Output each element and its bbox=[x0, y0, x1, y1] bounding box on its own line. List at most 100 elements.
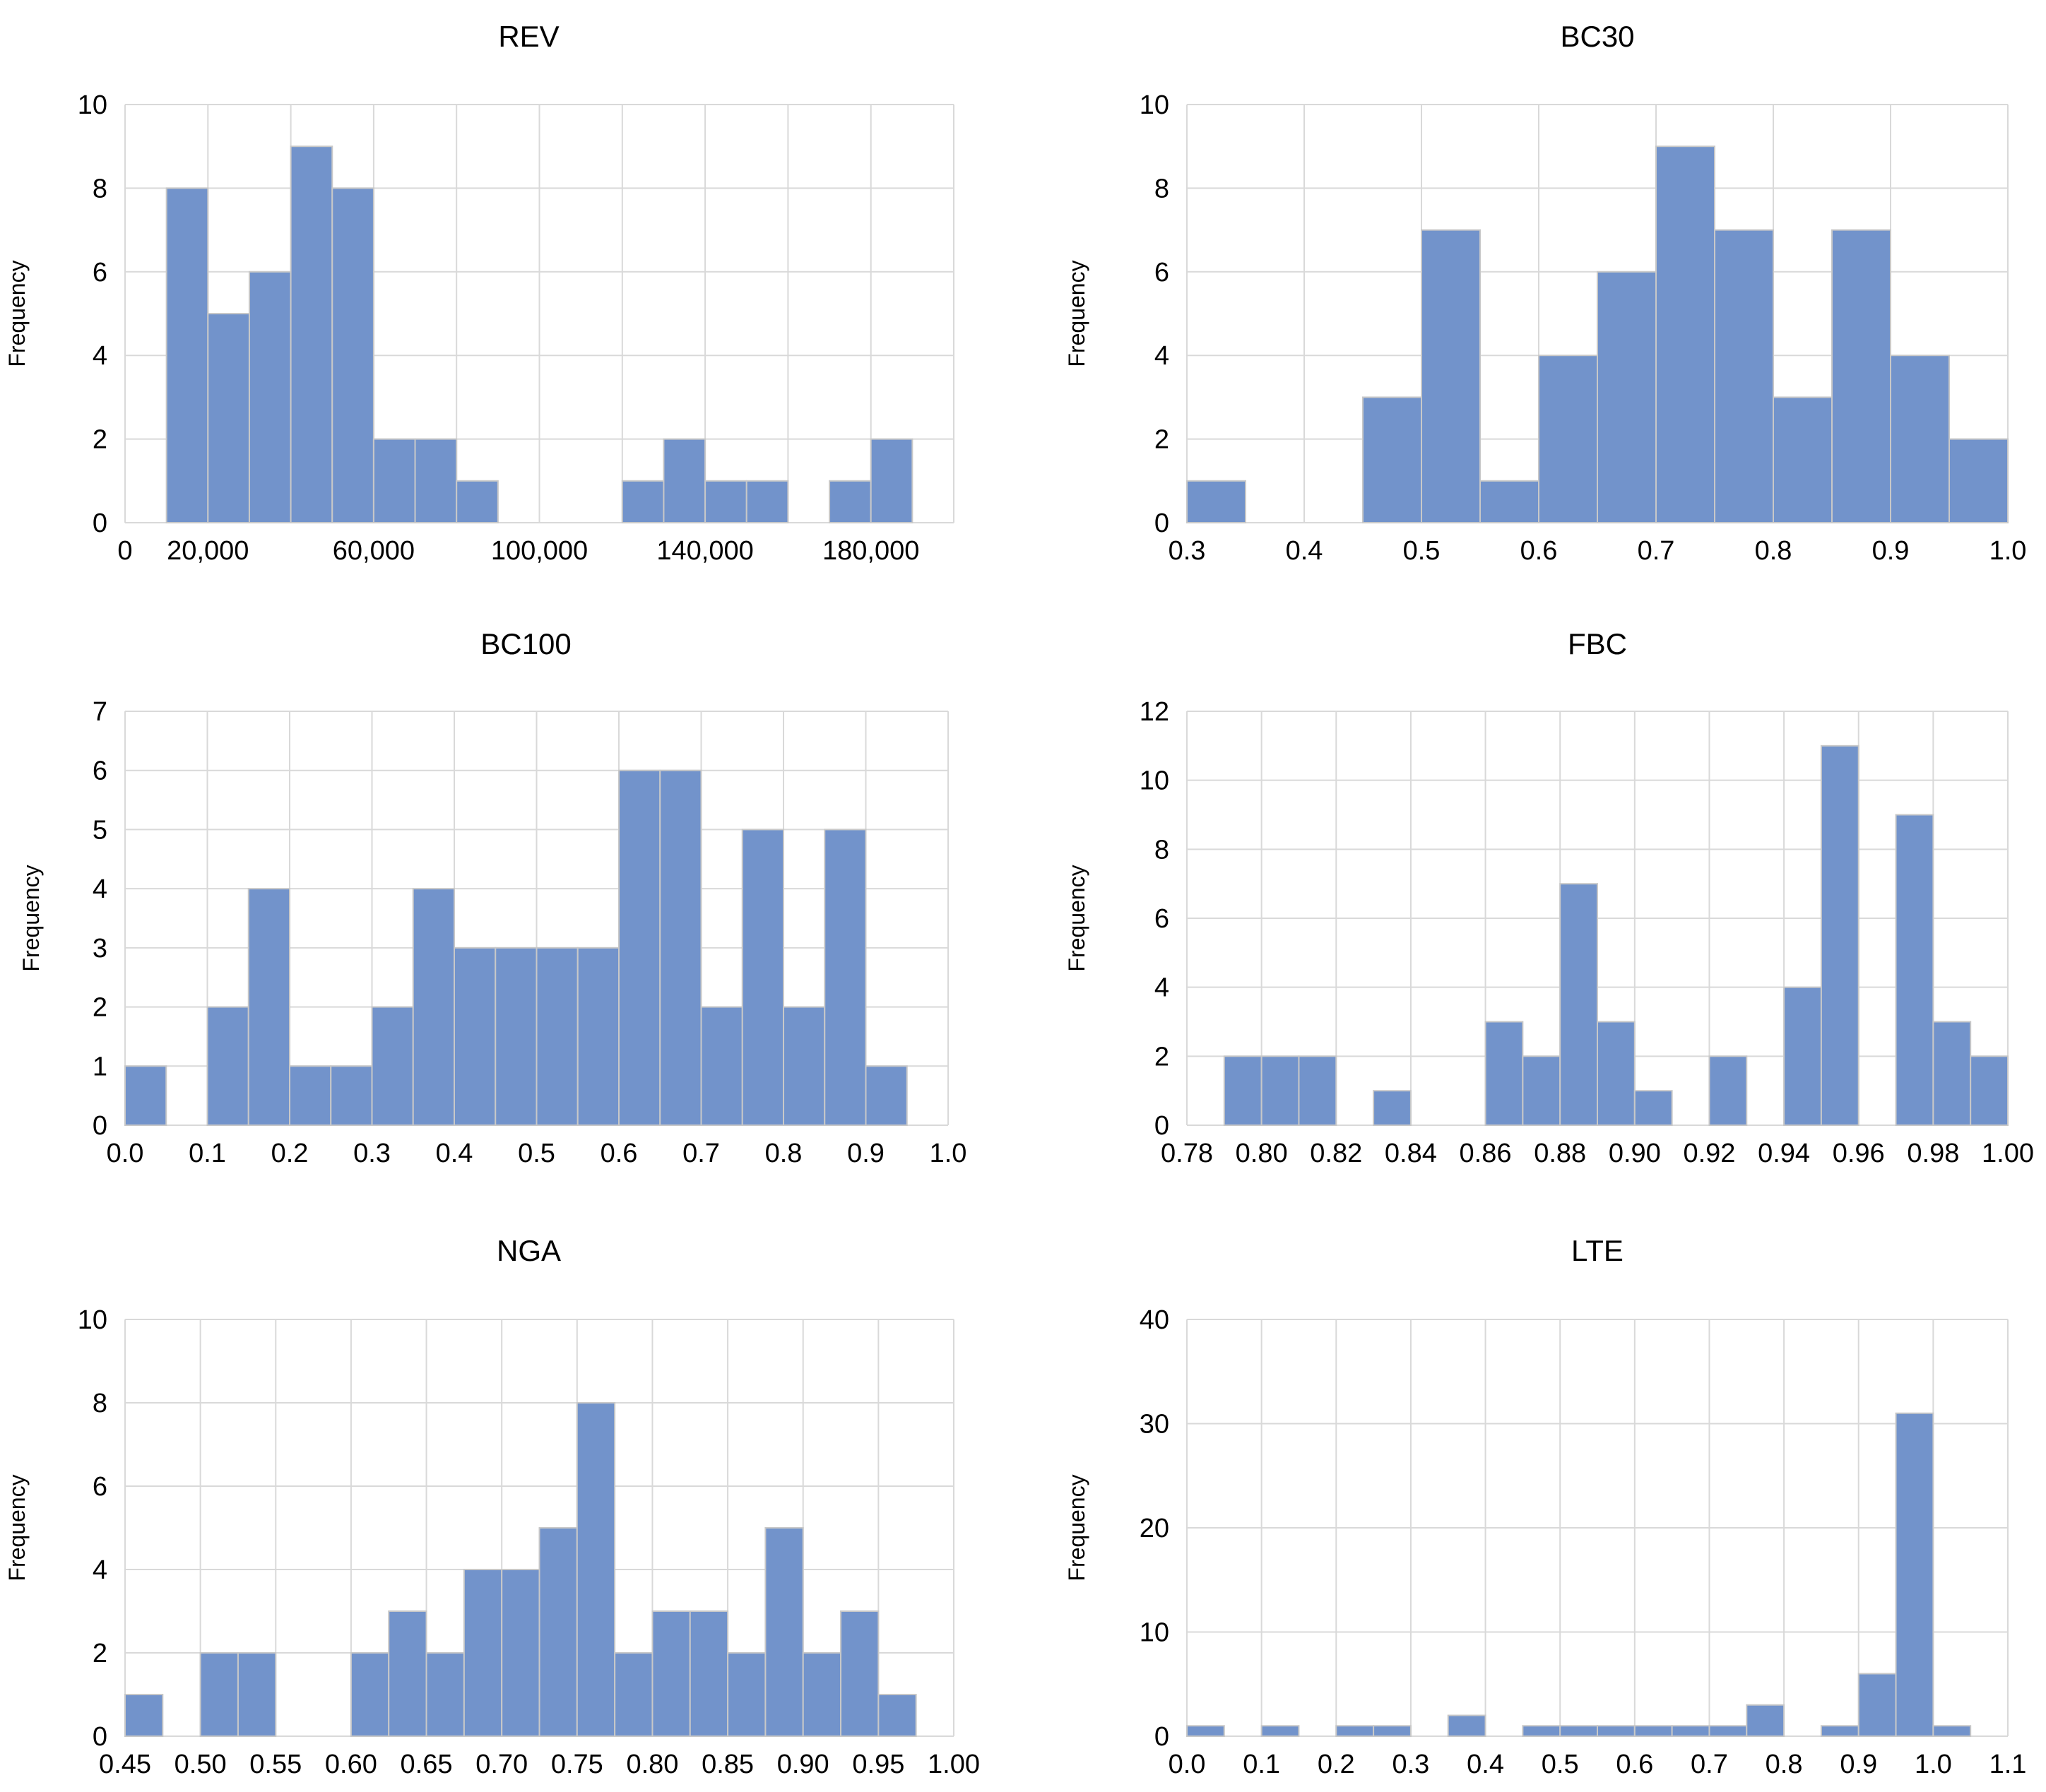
x-tick-label: 0.94 bbox=[1758, 1139, 1810, 1168]
x-tick-label: 100,000 bbox=[491, 536, 588, 566]
chart-panel-lte: 0 10 20 30 40 0.0 0.1 0.2 0.3 0.4 0.5 0.6 0.7 0.8 0.9 1… bbox=[1064, 1234, 2026, 1779]
histogram-bar bbox=[1708, 1725, 1748, 1737]
x-tick-label: 0.3 bbox=[353, 1139, 391, 1168]
histogram-bar bbox=[371, 1006, 414, 1126]
y-tick-label: 0 bbox=[1154, 509, 1169, 538]
histogram-bar bbox=[700, 1006, 743, 1126]
y-axis-label: Frequency bbox=[4, 260, 30, 367]
histogram-bar bbox=[414, 438, 458, 523]
histogram-bar bbox=[289, 1065, 332, 1127]
histogram-bar bbox=[199, 1652, 239, 1737]
y-tick-label: 8 bbox=[93, 174, 107, 203]
x-tick-label: 0 bbox=[117, 536, 132, 566]
histogram-bar bbox=[1186, 480, 1246, 523]
x-tick-label: 0.1 bbox=[189, 1139, 226, 1168]
histogram-bar bbox=[783, 1006, 826, 1126]
y-tick-label: 5 bbox=[93, 815, 107, 845]
y-tick-label: 2 bbox=[1154, 1042, 1169, 1072]
histogram-bar bbox=[824, 829, 867, 1127]
chart-panel-rev: 0 2 4 6 8 10 0 20,000 60,000 100,000 140,000 180,00… bbox=[4, 20, 954, 566]
histogram-bar bbox=[1857, 1673, 1897, 1737]
chart-title: BC100 bbox=[480, 627, 571, 660]
histogram-bar bbox=[1773, 396, 1833, 524]
histogram-bar bbox=[372, 438, 416, 523]
y-tick-label: 6 bbox=[93, 756, 107, 786]
x-tick-label: 0.5 bbox=[1403, 536, 1441, 566]
histogram-bar bbox=[1335, 1725, 1375, 1737]
x-tick-label: 0.5 bbox=[518, 1139, 555, 1168]
histogram-bar bbox=[840, 1610, 880, 1737]
x-tick-label: 0.9 bbox=[1872, 536, 1910, 566]
y-axis-label: Frequency bbox=[18, 865, 44, 971]
histogram-bar bbox=[331, 187, 374, 523]
x-tick-label: 20,000 bbox=[167, 536, 249, 566]
x-tick-label: 0.86 bbox=[1460, 1139, 1512, 1168]
y-tick-label: 10 bbox=[1140, 90, 1169, 120]
chart-panel-bc100: 0 1 2 3 4 5 6 7 0.0 0.1 0.2 0.3 0.4 0.5 0.6 0.7 0.8 0.9 1.… bbox=[18, 627, 966, 1168]
x-tick-label: 0.84 bbox=[1385, 1139, 1437, 1168]
x-tick-label: 0.8 bbox=[1766, 1750, 1803, 1779]
y-tick-label: 8 bbox=[93, 1389, 107, 1418]
chart-title: BC30 bbox=[1560, 20, 1634, 53]
y-tick-label: 0 bbox=[1154, 1722, 1169, 1752]
histogram-bar bbox=[412, 888, 455, 1126]
x-tick-label: 0.90 bbox=[1609, 1139, 1661, 1168]
histogram-bar bbox=[1362, 396, 1422, 524]
y-tick-label: 2 bbox=[93, 993, 107, 1023]
x-tick-label: 0.7 bbox=[682, 1139, 720, 1168]
histogram-bar bbox=[247, 888, 290, 1126]
y-tick-label: 8 bbox=[1154, 835, 1169, 865]
histogram-bar bbox=[741, 829, 784, 1127]
x-tick-label: 0.95 bbox=[852, 1750, 904, 1779]
histogram-bar bbox=[124, 1694, 164, 1737]
y-tick-label: 8 bbox=[1154, 174, 1169, 203]
x-tick-label: 1.0 bbox=[1915, 1750, 1952, 1779]
y-axis-label: Frequency bbox=[4, 1474, 30, 1581]
histogram-bar bbox=[870, 438, 913, 523]
x-tick-label: 0.70 bbox=[475, 1750, 528, 1779]
x-tick-label: 60,000 bbox=[333, 536, 415, 566]
x-tick-label: 0.8 bbox=[765, 1139, 803, 1168]
histogram-bar bbox=[745, 480, 789, 523]
x-tick-label: 0.75 bbox=[551, 1750, 603, 1779]
histogram-bar bbox=[330, 1065, 373, 1127]
x-tick-label: 0.50 bbox=[175, 1750, 227, 1779]
x-tick-label: 1.00 bbox=[1982, 1139, 2034, 1168]
x-tick-label: 0.3 bbox=[1169, 536, 1206, 566]
y-tick-label: 3 bbox=[93, 934, 107, 963]
histogram-bar bbox=[618, 769, 661, 1126]
x-tick-label: 140,000 bbox=[656, 536, 753, 566]
y-tick-label: 1 bbox=[93, 1052, 107, 1081]
x-tick-label: 0.7 bbox=[1691, 1750, 1728, 1779]
y-tick-label: 6 bbox=[93, 258, 107, 287]
y-tick-label: 6 bbox=[93, 1472, 107, 1502]
histogram-bar bbox=[1949, 438, 2009, 523]
x-tick-label: 0.60 bbox=[325, 1750, 377, 1779]
histogram-bar bbox=[538, 1527, 578, 1737]
x-tick-label: 0.88 bbox=[1534, 1139, 1586, 1168]
x-tick-label: 0.6 bbox=[1616, 1750, 1653, 1779]
histogram-bar bbox=[1479, 480, 1539, 523]
histogram-bar bbox=[290, 146, 333, 523]
y-tick-label: 6 bbox=[1154, 258, 1169, 287]
histogram-bar bbox=[1746, 1704, 1785, 1737]
histogram-bar bbox=[454, 947, 497, 1127]
histogram-bar bbox=[1447, 1714, 1486, 1737]
histogram-bar bbox=[1373, 1090, 1412, 1126]
histogram-bar bbox=[1831, 229, 1891, 523]
x-tick-label: 0.3 bbox=[1392, 1750, 1429, 1779]
histogram-bar bbox=[1895, 1412, 1934, 1737]
histogram-bar bbox=[237, 1652, 277, 1737]
y-tick-label: 12 bbox=[1140, 697, 1169, 727]
x-tick-label: 0.80 bbox=[1236, 1139, 1288, 1168]
histogram-bar bbox=[621, 480, 665, 523]
y-tick-label: 10 bbox=[78, 90, 107, 120]
y-axis-label: Frequency bbox=[1064, 1474, 1089, 1581]
histogram-bar bbox=[764, 1527, 804, 1737]
x-tick-label: 0.9 bbox=[847, 1139, 885, 1168]
x-tick-label: 0.96 bbox=[1833, 1139, 1885, 1168]
histogram-bar bbox=[651, 1610, 691, 1737]
x-tick-label: 0.90 bbox=[777, 1750, 829, 1779]
x-tick-label: 0.7 bbox=[1638, 536, 1675, 566]
